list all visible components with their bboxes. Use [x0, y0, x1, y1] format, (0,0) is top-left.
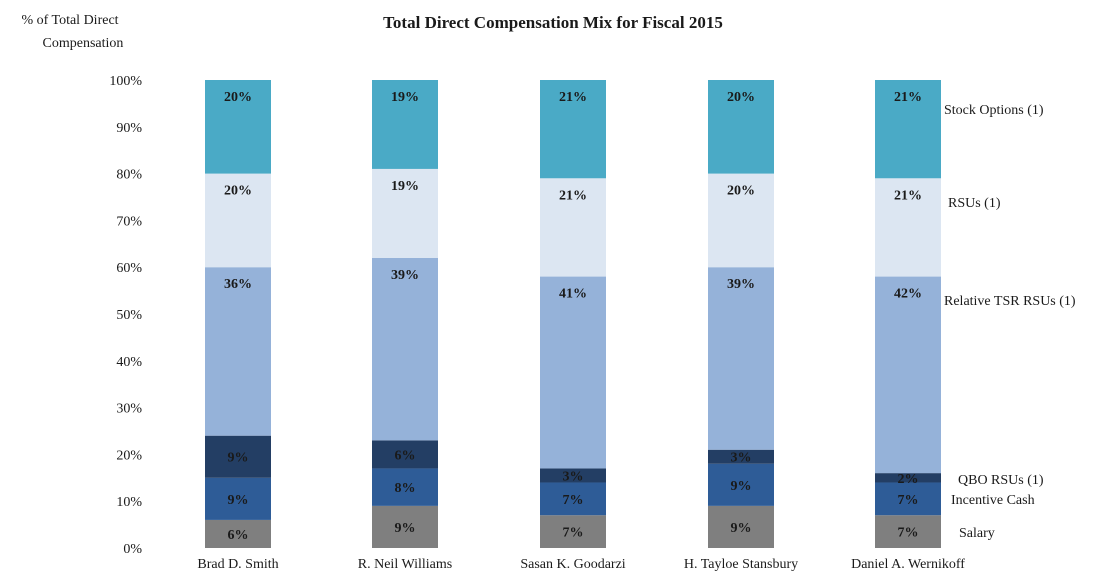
data-label: 36%	[224, 277, 252, 292]
x-axis-categories: Brad D. Smith R. Neil Williams Sasan K. Go…	[197, 557, 965, 572]
data-label: 9%	[228, 451, 249, 466]
bar-segment	[372, 80, 438, 169]
bar-segment	[708, 449, 774, 464]
data-label: 21%	[894, 188, 922, 203]
legend-entry: QBO RSUs (1)	[958, 473, 1044, 488]
data-label: 8%	[395, 481, 416, 496]
y-tick-label: 60%	[116, 261, 142, 276]
bar-segment	[205, 477, 271, 520]
y-tick-label: 30%	[116, 402, 142, 417]
data-label: 39%	[391, 268, 419, 283]
bar-segment	[540, 80, 606, 179]
bar-segment	[372, 168, 438, 258]
y-axis-label-line-1: % of Total Direct	[21, 13, 118, 28]
y-tick-label: 10%	[116, 495, 142, 510]
y-tick-label: 0%	[123, 542, 142, 557]
y-tick-label: 100%	[109, 74, 142, 89]
bar-segment	[540, 468, 606, 483]
data-label: 3%	[563, 469, 584, 484]
bar-segment	[205, 267, 271, 436]
bar-segment	[372, 440, 438, 469]
legend-entry: RSUs (1)	[948, 196, 1001, 211]
data-label: 20%	[224, 184, 252, 199]
y-axis-label-line-2: Compensation	[43, 36, 124, 51]
data-label: 9%	[395, 521, 416, 536]
bar-segment	[875, 276, 941, 474]
data-label: 20%	[727, 184, 755, 199]
y-axis-ticks: 0% 10% 20% 30% 40% 50% 60% 70% 80% 90% 100%	[109, 74, 142, 557]
data-label: 21%	[894, 90, 922, 105]
data-label: 21%	[559, 188, 587, 203]
legend-entry: Salary	[959, 526, 995, 541]
y-tick-label: 40%	[116, 355, 142, 370]
data-label: 6%	[228, 528, 249, 543]
legend-entry: Relative TSR RSUs (1)	[944, 294, 1076, 309]
x-category-label: Sasan K. Goodarzi	[520, 557, 625, 572]
y-tick-label: 50%	[116, 308, 142, 323]
data-label: 19%	[391, 90, 419, 105]
x-category-label: Daniel A. Wernikoff	[851, 557, 965, 572]
y-tick-label: 20%	[116, 448, 142, 463]
bar-segment	[540, 276, 606, 469]
x-category-label: H. Tayloe Stansbury	[684, 557, 798, 572]
bar-segment	[205, 519, 271, 548]
data-label: 7%	[563, 493, 584, 508]
data-label: 6%	[395, 448, 416, 463]
data-label: 2%	[898, 472, 919, 487]
bar-segment	[875, 80, 941, 179]
bar-segment	[205, 173, 271, 268]
data-label: 7%	[898, 493, 919, 508]
data-label: 20%	[224, 90, 252, 105]
data-label: 9%	[731, 521, 752, 536]
bar-segment	[540, 482, 606, 516]
bars: 6% 9% 9% 36% 20% 20% 9% 8% 6% 39% 19% 19% 7% 7% 3% 41% 2…	[205, 80, 941, 548]
legend-entry: Incentive Cash	[951, 493, 1035, 508]
data-label: 39%	[727, 277, 755, 292]
bar-segment	[372, 257, 438, 441]
bar-segment	[540, 178, 606, 277]
data-label: 20%	[727, 90, 755, 105]
bar-segment	[540, 515, 606, 548]
bar-segment	[708, 463, 774, 506]
legend: Salary Incentive Cash QBO RSUs (1) Relative…	[944, 103, 1076, 541]
data-label: 3%	[731, 451, 752, 466]
bar-segment	[708, 80, 774, 174]
data-label: 21%	[559, 90, 587, 105]
data-label: 9%	[228, 493, 249, 508]
bar-segment	[875, 482, 941, 516]
bar-segment	[708, 505, 774, 548]
bar-segment	[372, 468, 438, 506]
data-label: 7%	[898, 526, 919, 541]
data-label: 19%	[391, 179, 419, 194]
bar-segment	[372, 505, 438, 548]
chart-title: Total Direct Compensation Mix for Fiscal…	[383, 13, 723, 32]
bar-segment	[205, 80, 271, 174]
x-category-label: R. Neil Williams	[358, 557, 452, 572]
data-label: 41%	[559, 287, 587, 302]
data-label: 7%	[563, 526, 584, 541]
x-category-label: Brad D. Smith	[197, 557, 278, 572]
bar-segment	[708, 173, 774, 268]
bar-segment	[205, 435, 271, 478]
y-tick-label: 90%	[116, 121, 142, 136]
y-tick-label: 70%	[116, 214, 142, 229]
data-label: 9%	[731, 479, 752, 494]
bar-segment	[708, 267, 774, 450]
y-tick-label: 80%	[116, 168, 142, 183]
data-label: 42%	[894, 287, 922, 302]
bar-segment	[875, 178, 941, 277]
legend-entry: Stock Options (1)	[944, 103, 1044, 118]
bar-segment	[875, 473, 941, 483]
bar-segment	[875, 515, 941, 548]
